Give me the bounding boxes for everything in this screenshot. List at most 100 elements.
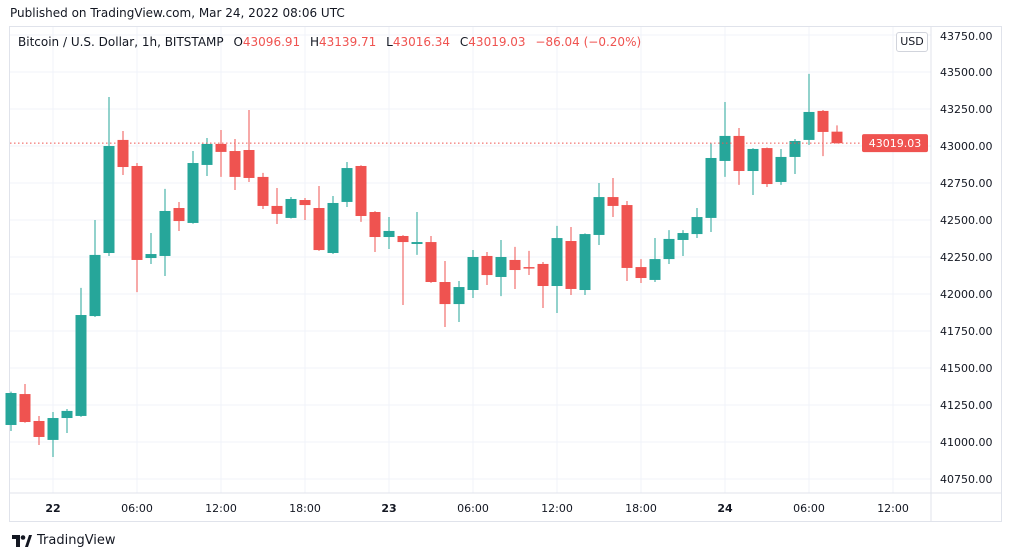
time-tick-label: 22 — [45, 502, 60, 515]
candle — [495, 239, 507, 297]
price-tick-label: 42750.00 — [940, 177, 993, 190]
published-caption: Published on TradingView.com, Mar 24, 20… — [10, 6, 345, 20]
candle-body — [411, 242, 423, 244]
candle — [131, 163, 143, 293]
candle — [341, 161, 353, 207]
candle-body — [33, 420, 45, 437]
candle-body — [5, 393, 17, 425]
price-tick-label: 42000.00 — [940, 288, 993, 301]
candle — [201, 138, 213, 177]
candle — [453, 280, 465, 322]
last-price-badge — [862, 134, 928, 153]
open-value: 43096.91 — [242, 35, 301, 49]
candle — [89, 220, 101, 317]
candle-body — [481, 255, 493, 276]
time-tick-label: 06:00 — [793, 502, 825, 515]
candle-body — [173, 208, 185, 222]
candle — [789, 139, 801, 174]
candle — [187, 151, 199, 224]
candle — [173, 201, 185, 231]
low-label: L — [386, 35, 393, 49]
candle-body — [257, 176, 269, 206]
time-tick-label: 12:00 — [541, 502, 573, 515]
candle — [425, 235, 437, 283]
candle-body — [663, 238, 675, 260]
candle-body — [47, 418, 59, 440]
candle-body — [75, 315, 87, 416]
price-tick-label: 43500.00 — [940, 66, 993, 79]
tradingview-logo[interactable]: TradingView — [12, 533, 116, 548]
low-value: 43016.34 — [392, 35, 451, 49]
candle — [19, 383, 31, 423]
candle — [33, 415, 45, 445]
candle — [803, 73, 815, 145]
candle-body — [299, 200, 311, 206]
time-tick-label: 24 — [717, 502, 733, 515]
price-tick-label: 41750.00 — [940, 325, 993, 338]
candle — [313, 185, 325, 251]
time-axis: 22 06:00 12:00 18:00 23 06:00 12:00 18:00 24 06:0… — [45, 502, 909, 515]
candle — [159, 188, 171, 276]
price-tick-label: 43250.00 — [940, 103, 993, 116]
currency-button[interactable]: USD — [896, 32, 928, 52]
candle — [229, 139, 241, 190]
candle-body — [285, 198, 297, 218]
candle — [299, 197, 311, 220]
candle-body — [201, 143, 213, 165]
change-value: −86.04 (−0.20%) — [535, 35, 642, 49]
candle-body — [425, 242, 437, 283]
candle-body — [761, 148, 773, 185]
candle — [761, 147, 773, 187]
price-tick-label: 41000.00 — [940, 436, 993, 449]
high-label: H — [310, 35, 320, 49]
candle-body — [327, 202, 339, 254]
candle — [5, 391, 17, 432]
candle-body — [831, 131, 843, 144]
candle — [271, 188, 283, 224]
candle — [537, 262, 549, 309]
chart-frame — [9, 26, 1002, 522]
candle — [817, 110, 829, 157]
price-tick-label: 43750.00 — [940, 30, 993, 43]
candle-body — [719, 135, 731, 161]
candle-body — [453, 287, 465, 305]
candle-body — [789, 140, 801, 157]
candle-body — [747, 148, 759, 172]
open-label: O — [233, 35, 243, 49]
candle — [61, 408, 73, 433]
time-tick-label: 06:00 — [121, 502, 153, 515]
candle — [649, 238, 661, 283]
price-tick-label: 42250.00 — [940, 251, 993, 264]
candle-body — [341, 168, 353, 202]
candle-body — [313, 208, 325, 251]
candle-body — [523, 267, 535, 269]
candle-body — [355, 165, 367, 217]
time-tick-label: 12:00 — [205, 502, 237, 515]
candle-body — [89, 254, 101, 317]
candle-body — [383, 230, 395, 238]
candle — [75, 287, 87, 417]
last-price-label: 43019.03 — [869, 137, 922, 150]
time-tick-label: 12:00 — [877, 502, 909, 515]
candle — [579, 233, 591, 296]
close-value: 43019.03 — [468, 35, 526, 49]
candle-body — [705, 157, 717, 218]
candle-body — [103, 146, 115, 254]
candle — [383, 217, 395, 250]
last-price-marker: 43019.03 — [10, 134, 928, 153]
candle-body — [691, 217, 703, 235]
symbol-name: Bitcoin / U.S. Dollar, 1h, BITSTAMP — [18, 35, 224, 49]
time-tick-label: 23 — [381, 502, 396, 515]
time-tick-label: 06:00 — [457, 502, 489, 515]
candle — [439, 260, 451, 328]
candle — [397, 235, 409, 305]
price-tick-label: 41500.00 — [940, 362, 993, 375]
symbol-legend: Bitcoin / U.S. Dollar, 1h, BITSTAMP O430… — [18, 35, 647, 49]
candle-body — [607, 197, 619, 206]
candle — [103, 97, 115, 256]
candle-body — [495, 257, 507, 277]
candle — [775, 148, 787, 185]
time-tick-label: 18:00 — [289, 502, 321, 515]
candle-body — [229, 151, 241, 177]
